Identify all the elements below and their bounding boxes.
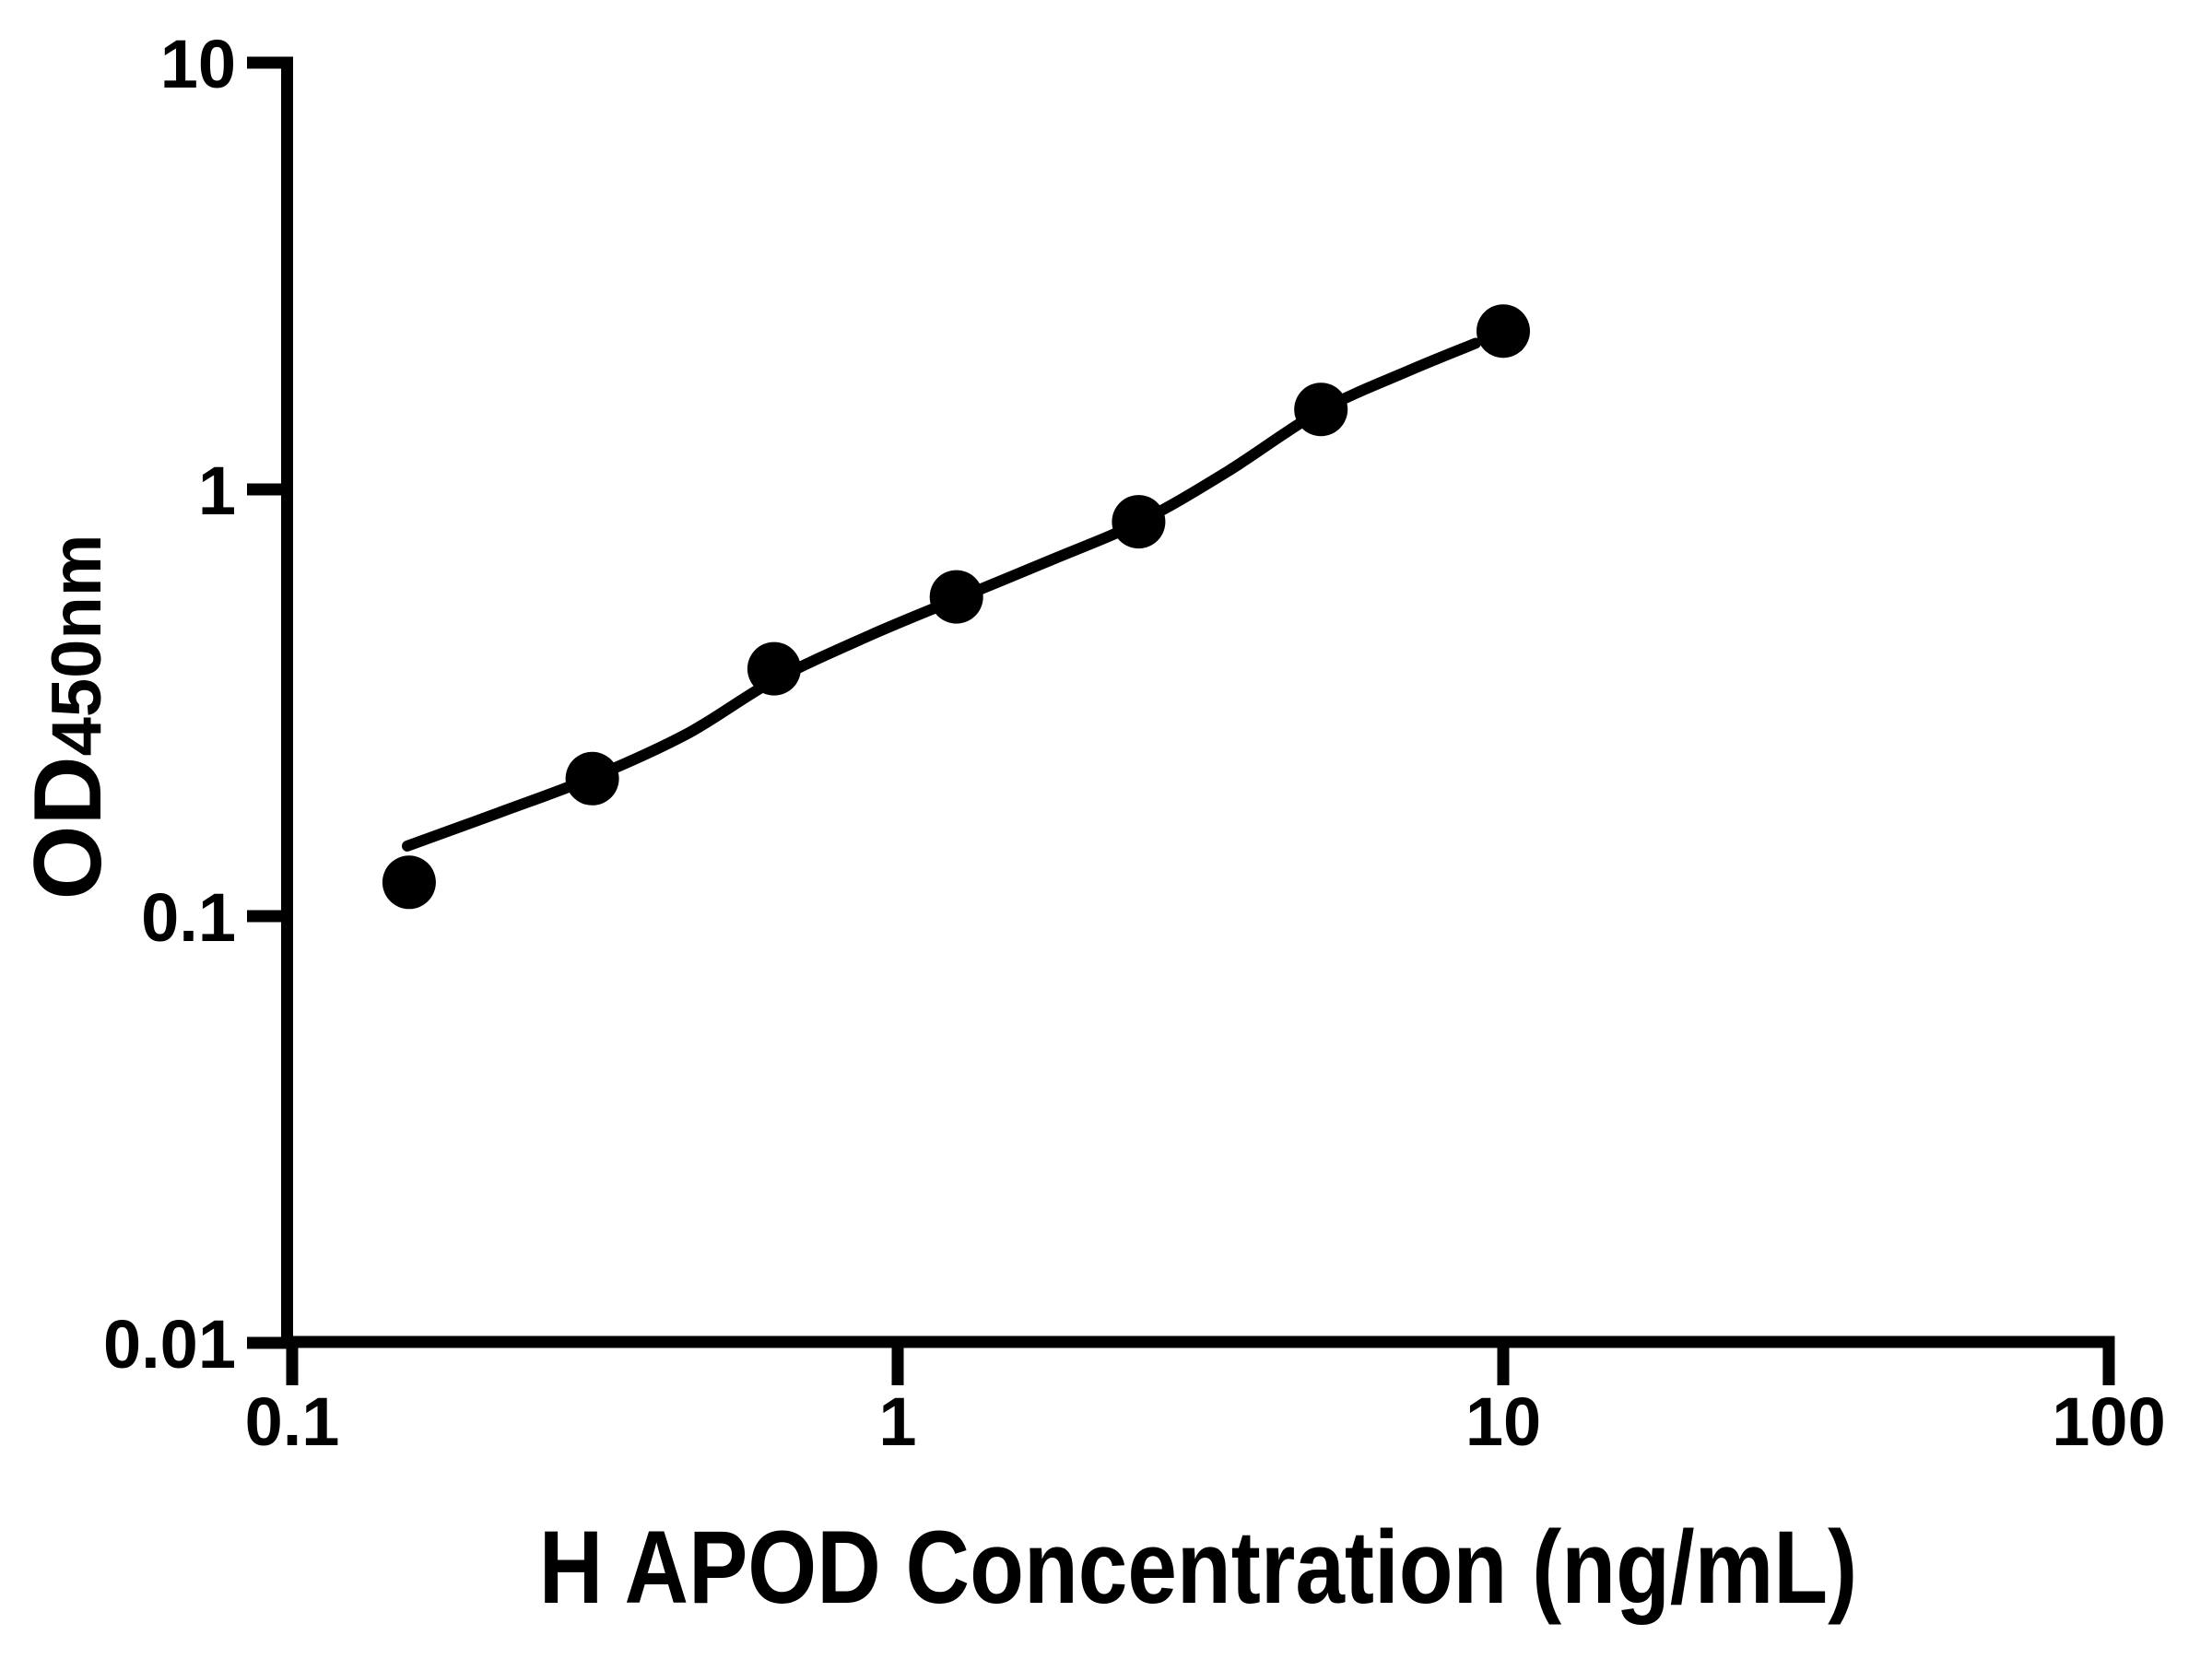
y-tick-label: 0.1 xyxy=(141,879,236,956)
y-tick-label: 0.01 xyxy=(103,1306,236,1382)
axes-lines xyxy=(281,56,2115,1348)
y-tick-label: 1 xyxy=(198,453,236,529)
y-tick-label: 10 xyxy=(160,26,236,102)
x-axis-title: H APOD Concentration (ng/mL) xyxy=(538,1510,1858,1625)
y-axis-title-main: OD xyxy=(15,756,122,900)
data-point xyxy=(1294,382,1348,437)
data-point xyxy=(747,641,801,696)
data-point xyxy=(565,751,619,806)
data-point xyxy=(929,570,983,624)
data-point xyxy=(1477,304,1530,359)
data-point xyxy=(382,855,436,910)
x-tick-label: 100 xyxy=(2052,1383,2165,1460)
x-tick-label: 1 xyxy=(878,1383,916,1460)
y-axis-title-subscript: 450nm xyxy=(38,534,116,757)
x-tick-label: 10 xyxy=(1465,1383,1541,1460)
x-tick-label: 0.1 xyxy=(245,1383,340,1460)
y-axis-title: OD450nm xyxy=(15,534,122,900)
data-point xyxy=(1112,495,1166,549)
